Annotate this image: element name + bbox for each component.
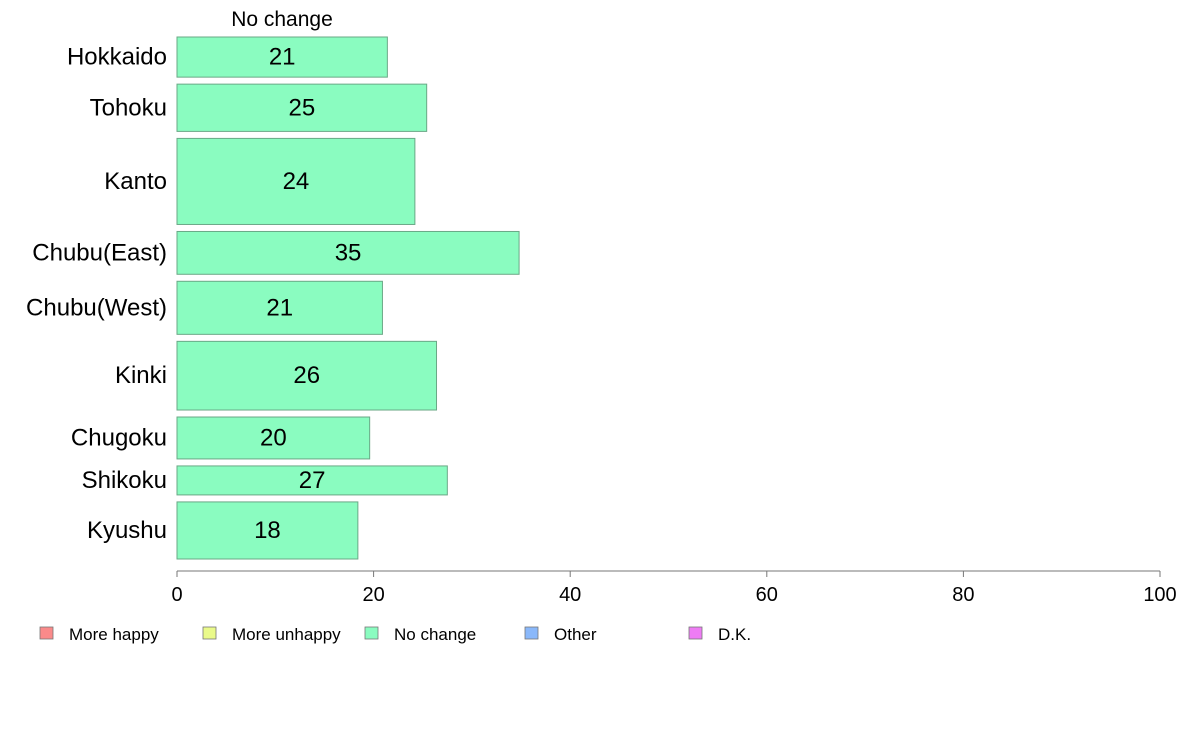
legend-label: D.K. xyxy=(718,625,751,644)
bars-group: Hokkaido 21 Tohoku 25 Kanto 24 Chubu(East) 35 Ch… xyxy=(26,36,520,560)
legend-swatch xyxy=(688,626,703,640)
bar-value-label: 21 xyxy=(269,44,296,71)
category-label: Kanto xyxy=(104,168,167,195)
bar xyxy=(176,280,383,335)
x-axis: 0 20 40 60 80 100 xyxy=(171,570,1177,606)
legend-swatch xyxy=(39,626,54,640)
bar xyxy=(176,465,448,496)
bar-value-label: 18 xyxy=(254,517,281,544)
bar xyxy=(176,230,520,275)
category-label: Shikoku xyxy=(82,467,167,494)
bar-value-label: 20 xyxy=(260,424,287,451)
category-label: Chugoku xyxy=(71,424,167,451)
legend-label: More unhappy xyxy=(232,625,341,644)
x-tick-label: 80 xyxy=(952,584,974,606)
bar-value-label: 21 xyxy=(266,294,293,321)
category-label: Kinki xyxy=(115,362,167,389)
series-title: No change xyxy=(231,8,333,31)
bar xyxy=(176,137,416,225)
legend-label: Other xyxy=(554,625,597,644)
bar-value-label: 26 xyxy=(293,362,320,389)
legend-swatch xyxy=(202,626,217,640)
legend-swatch xyxy=(524,626,539,640)
bar-value-label: 27 xyxy=(299,467,326,494)
bar xyxy=(176,416,371,460)
bar xyxy=(176,83,428,132)
category-label: Tohoku xyxy=(90,94,167,121)
category-label: Kyushu xyxy=(87,517,167,544)
x-tick-label: 20 xyxy=(362,584,384,606)
category-label: Chubu(East) xyxy=(32,239,167,266)
category-label: Chubu(West) xyxy=(26,294,167,321)
legend-label: More happy xyxy=(69,625,159,644)
x-tick-label: 60 xyxy=(756,584,778,606)
legend: More happy More unhappy No change Other D.K. xyxy=(39,625,751,644)
bar xyxy=(176,501,359,560)
bar-value-label: 24 xyxy=(283,168,310,195)
bar-value-label: 35 xyxy=(335,239,362,266)
category-label: Hokkaido xyxy=(67,44,167,71)
legend-label: No change xyxy=(394,625,476,644)
bar xyxy=(176,36,388,78)
x-tick-label: 0 xyxy=(171,584,182,606)
x-tick-label: 40 xyxy=(559,584,581,606)
legend-swatch xyxy=(364,626,379,640)
x-tick-label: 100 xyxy=(1143,584,1176,606)
bar xyxy=(176,340,438,411)
bar-value-label: 25 xyxy=(288,94,315,121)
